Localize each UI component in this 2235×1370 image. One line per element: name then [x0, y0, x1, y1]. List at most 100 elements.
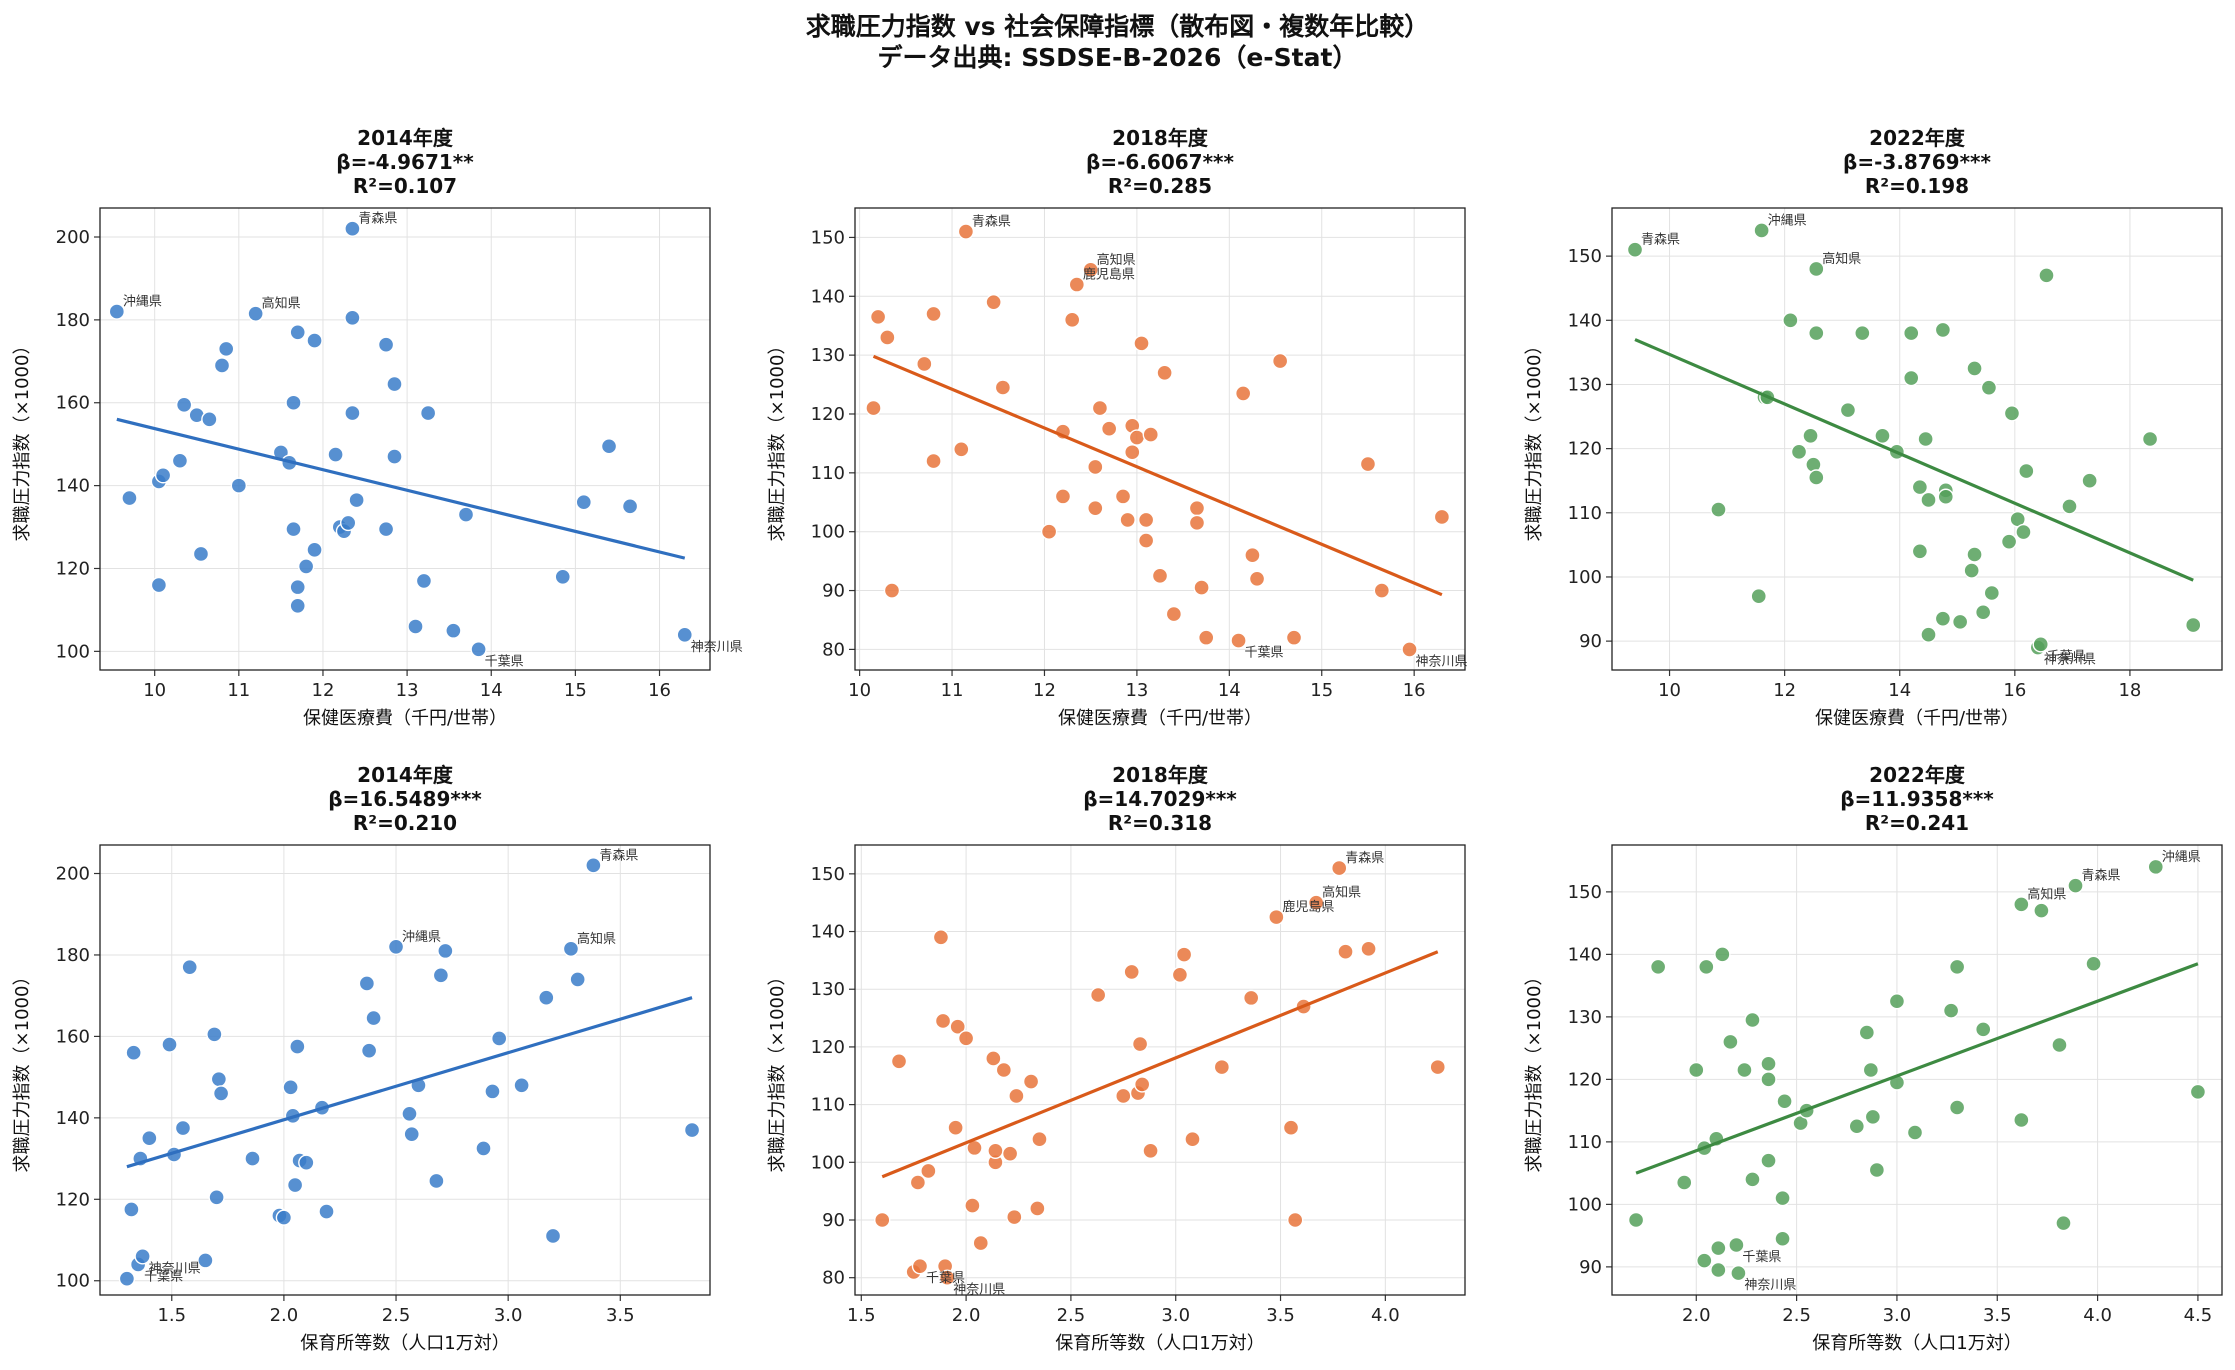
x-tick-label: 16 — [648, 680, 671, 701]
data-point — [1966, 360, 1983, 377]
panel-title-line-1: 2022年度 — [1869, 126, 1966, 150]
data-point — [911, 1257, 929, 1275]
data-point — [1710, 1261, 1727, 1279]
data-point — [1951, 613, 1969, 631]
data-point — [683, 1121, 701, 1139]
point-annotation: 神奈川県 — [1416, 654, 1468, 669]
point-annotation: 千葉県 — [1742, 1250, 1781, 1265]
data-point — [1433, 508, 1451, 526]
y-tick-label: 100 — [811, 1152, 845, 1173]
data-point — [365, 1009, 382, 1027]
data-point — [949, 1018, 966, 1035]
data-point — [134, 1248, 151, 1265]
data-point — [569, 971, 586, 988]
data-point — [118, 1270, 136, 1287]
panel-title-line-1: 2018年度 — [1112, 763, 1209, 787]
point-annotation: 神奈川県 — [691, 640, 743, 655]
data-point — [218, 340, 235, 358]
y-tick-label: 110 — [1568, 1132, 1602, 1153]
data-point — [1948, 958, 1966, 976]
x-tick-label: 2.0 — [270, 1305, 299, 1326]
data-point — [575, 493, 592, 511]
data-point — [1728, 1236, 1745, 1254]
data-point — [1151, 567, 1169, 585]
data-point — [1082, 261, 1099, 278]
data-point — [947, 1119, 964, 1136]
data-point — [286, 1176, 304, 1194]
data-point — [1760, 1055, 1777, 1072]
y-tick-label: 130 — [1568, 1007, 1602, 1028]
data-point — [995, 1061, 1013, 1079]
y-tick-label: 140 — [1568, 944, 1602, 965]
data-point — [1031, 1131, 1048, 1148]
y-tick-label: 200 — [56, 227, 90, 248]
point-annotation: 青森県 — [1641, 233, 1680, 248]
data-point — [1627, 1211, 1645, 1229]
data-point — [953, 441, 970, 458]
x-tick-label: 10 — [143, 680, 166, 701]
data-point — [1808, 324, 1825, 342]
data-point — [1710, 1239, 1727, 1257]
data-point — [1911, 478, 1929, 496]
data-point — [585, 857, 602, 874]
y-tick-label: 130 — [811, 345, 845, 366]
data-point — [676, 626, 693, 643]
data-point — [386, 448, 403, 465]
panel-title-line-3: R²=0.285 — [1108, 174, 1212, 198]
data-point — [2055, 1214, 2072, 1232]
data-point — [1854, 324, 1871, 342]
x-axis-label: 保健医療費（千円/世帯） — [303, 708, 507, 729]
data-point — [1285, 629, 1303, 646]
data-point — [2141, 430, 2159, 448]
x-tick-label: 2.0 — [952, 1305, 981, 1326]
x-tick-label: 4.0 — [2083, 1305, 2112, 1326]
y-tick-label: 80 — [822, 1268, 845, 1289]
data-point — [2013, 896, 2030, 913]
data-point — [285, 520, 302, 538]
data-point — [1401, 641, 1418, 658]
data-point — [994, 379, 1012, 396]
data-point — [401, 1105, 418, 1122]
x-tick-label: 2.5 — [382, 1305, 411, 1326]
y-tick-label: 90 — [1579, 1257, 1602, 1278]
y-axis-label: 求職圧力指数（×1000） — [767, 337, 788, 542]
x-tick-label: 10 — [1658, 680, 1681, 701]
data-point — [2038, 267, 2055, 284]
data-point — [1917, 430, 1934, 448]
x-tick-label: 3.5 — [1266, 1305, 1295, 1326]
x-tick-label: 15 — [1310, 680, 1333, 701]
data-point — [883, 582, 901, 599]
panel-title-line-1: 2018年度 — [1112, 126, 1209, 150]
data-point — [1087, 458, 1104, 476]
data-point — [1359, 455, 1377, 473]
point-annotation: 青森県 — [972, 215, 1011, 230]
x-tick-label: 2.0 — [1682, 1305, 1711, 1326]
y-tick-label: 90 — [822, 1210, 845, 1231]
data-point — [1760, 1152, 1777, 1169]
y-tick-label: 90 — [822, 581, 845, 602]
data-point — [1373, 582, 1391, 599]
data-point — [2081, 472, 2098, 489]
chart-panel-5: 1.5 2.0 2.5 3.0 3.5 4.0 80 90 100 110 120 130 140 150… — [767, 763, 1466, 1354]
x-tick-label: 3.0 — [1883, 1305, 1912, 1326]
data-point — [957, 1030, 975, 1047]
data-point — [1868, 1161, 1886, 1179]
y-tick-label: 150 — [1568, 246, 1602, 267]
data-point — [1213, 1058, 1231, 1076]
data-point — [1063, 311, 1081, 329]
panel-title-line-1: 2022年度 — [1869, 763, 1966, 787]
data-point — [879, 329, 896, 346]
data-point — [2051, 1036, 2068, 1054]
data-point — [1888, 993, 1906, 1010]
data-point — [1184, 1131, 1201, 1148]
data-point — [377, 520, 395, 538]
panel-title-line-1: 2014年度 — [357, 763, 454, 787]
figure-subtitle: データ出典: SSDSE-B-2026（e-Stat） — [877, 43, 1358, 72]
point-annotation: 高知県 — [577, 931, 616, 947]
data-point — [1948, 1099, 1966, 1116]
data-point — [1022, 1073, 1040, 1090]
x-tick-label: 12 — [312, 680, 335, 701]
data-point — [1089, 986, 1107, 1004]
panel-title-line-2: β=-3.8769*** — [1843, 150, 1991, 174]
